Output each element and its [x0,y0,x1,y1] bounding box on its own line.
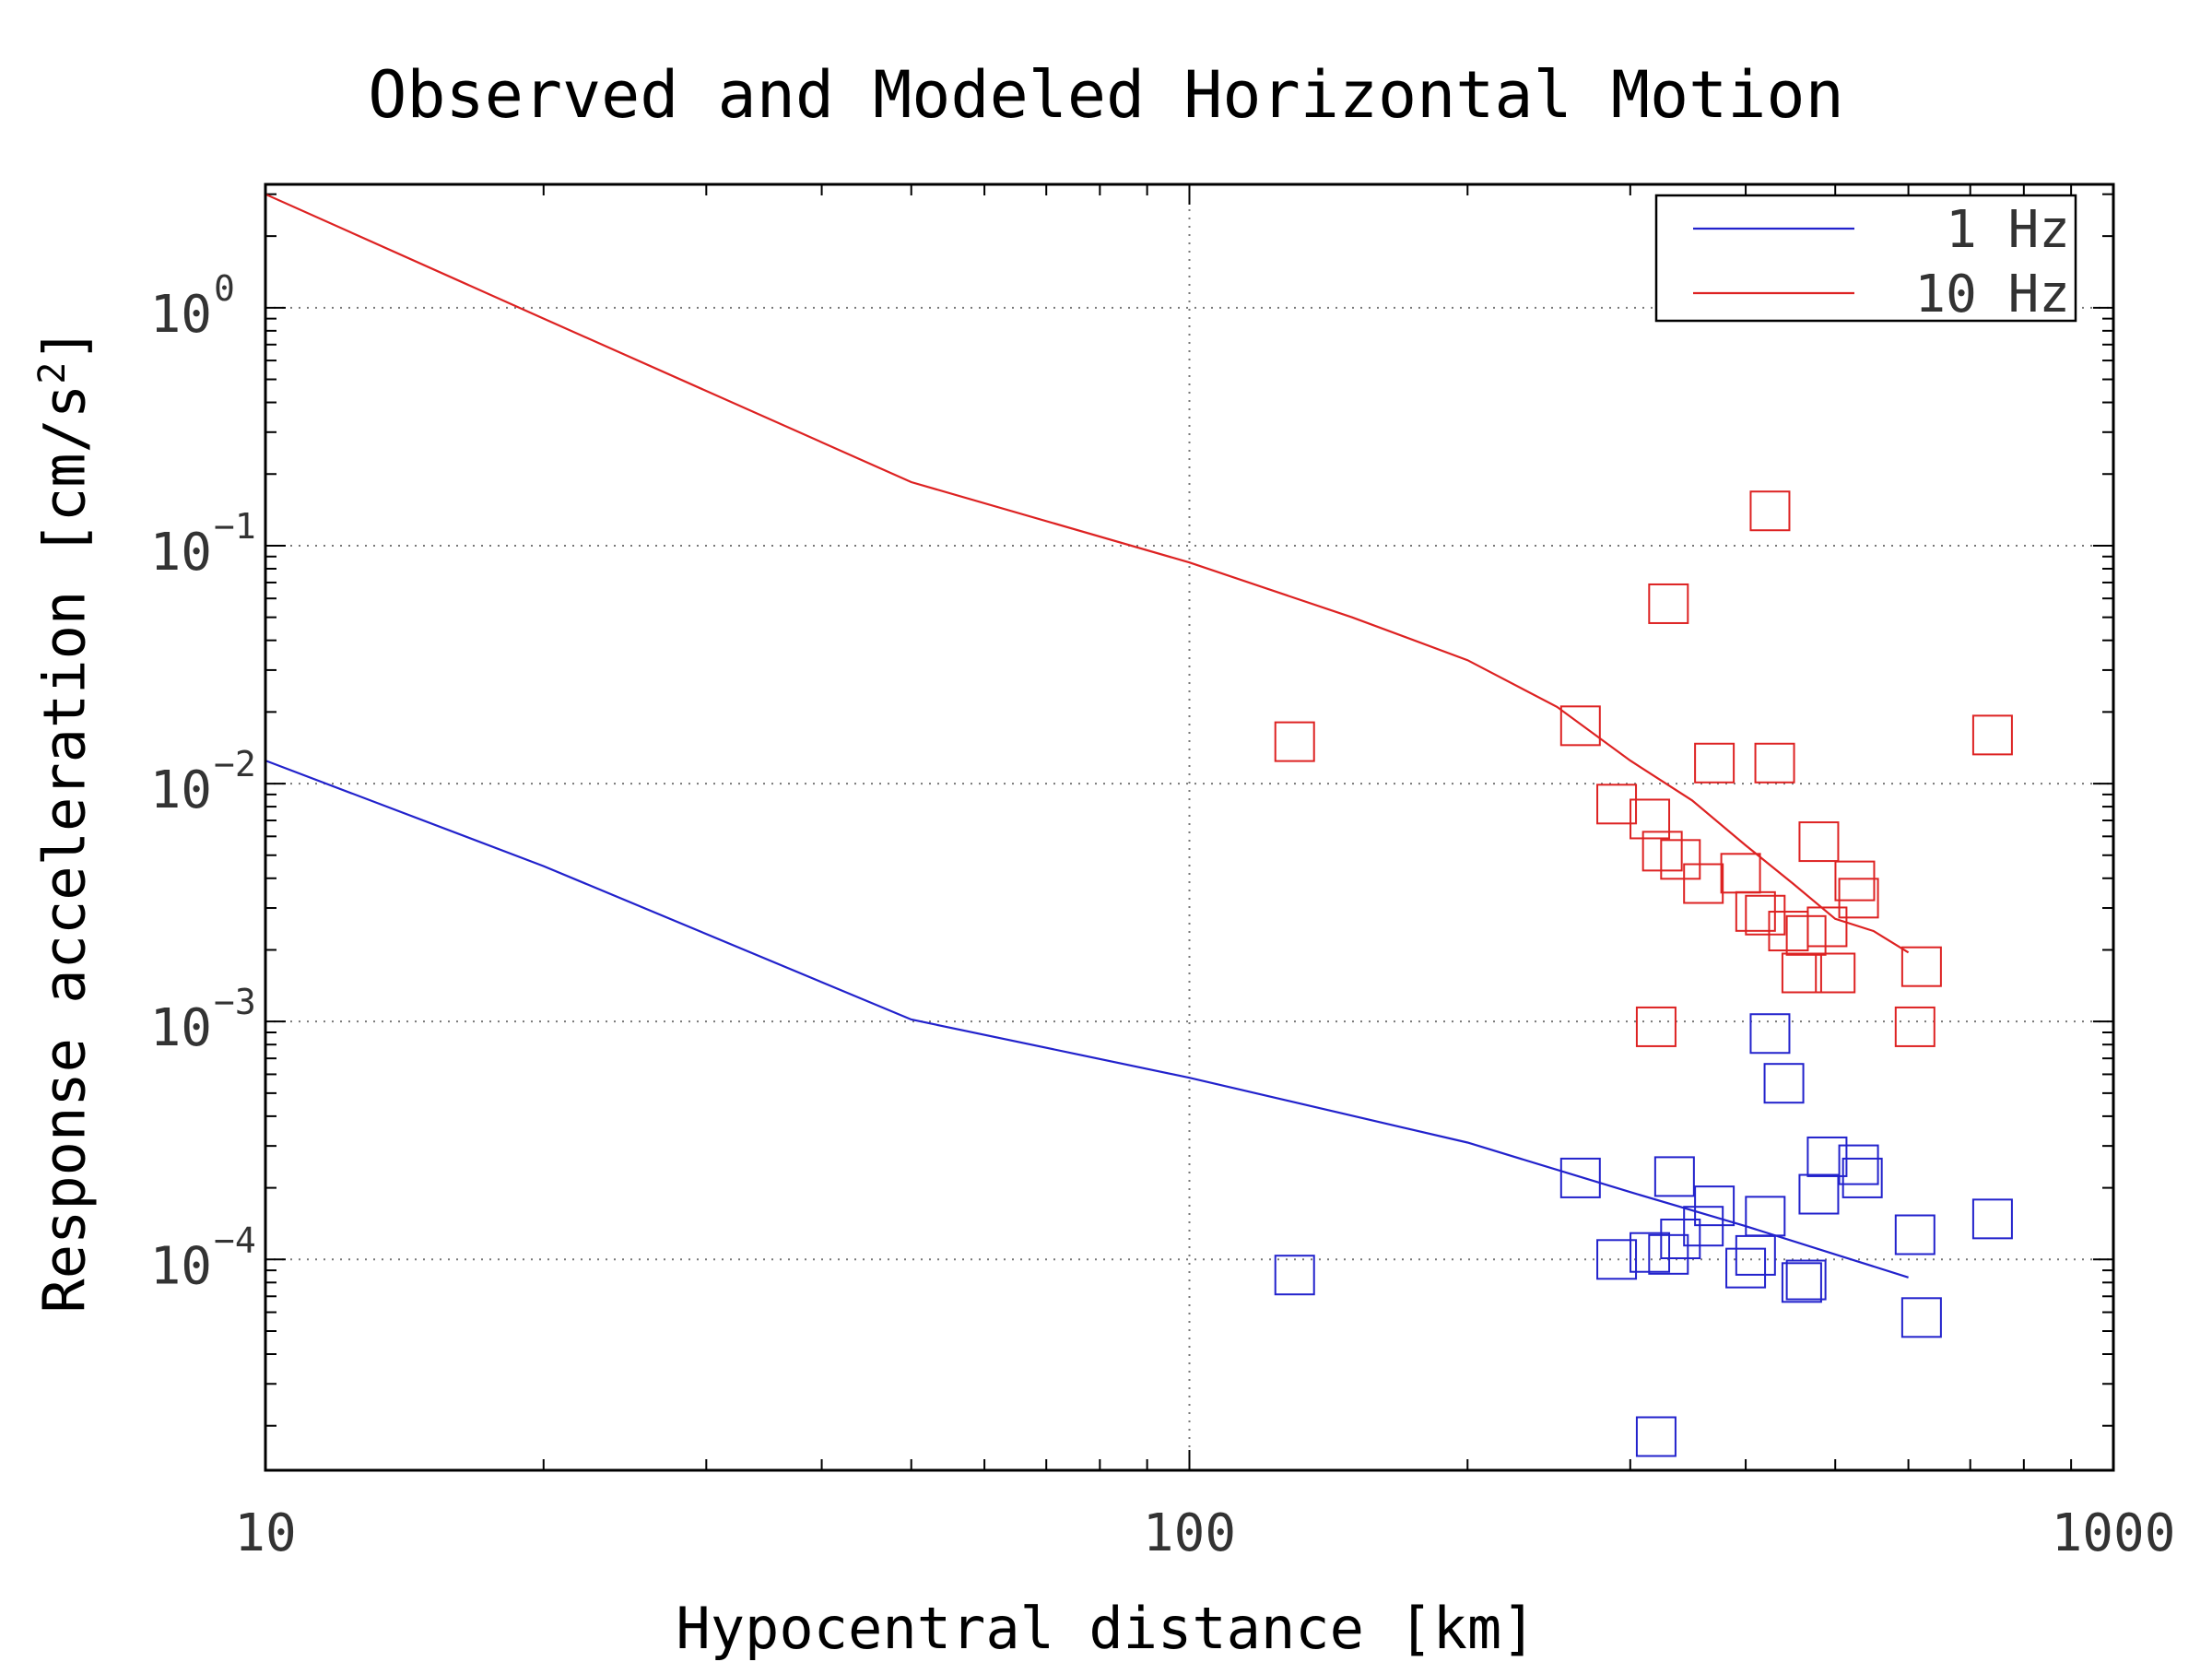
x-tick-label: 10 [234,1503,296,1563]
data-point [1894,1006,1936,1047]
data-point [1894,1214,1936,1255]
data-point [1648,1233,1689,1275]
legend-box [1654,194,2077,323]
data-point [1781,1262,1822,1303]
series-line [265,760,1909,1279]
y-tick-exponent: 0 [214,268,235,309]
legend-label: 10 Hz [1914,265,2070,324]
data-point [1798,1173,1840,1215]
x-tick-label: 100 [1143,1503,1236,1563]
y-tick-label: 10 [150,523,212,583]
data-point [1596,784,1638,825]
data-point [1559,705,1601,747]
data-point [1635,1006,1677,1047]
chart-title: Observed and Modeled Horizontal Motion [368,57,1844,133]
data-point [1763,1063,1805,1104]
y-tick-exponent: −1 [214,506,256,547]
data-point [1785,1259,1827,1301]
data-point [1630,798,1671,840]
data-point [1838,1144,1879,1185]
data-point [1641,831,1683,872]
data-point [1798,821,1840,863]
data-point [1900,946,1942,987]
y-tick-label: 10 [150,760,212,820]
data-point [1694,742,1735,784]
series-line [265,193,1910,954]
data-point [1274,721,1315,762]
y-tick-exponent: −2 [214,744,256,784]
data-point [1648,583,1689,624]
data-point [1834,860,1876,902]
x-tick-label: 1000 [2052,1503,2176,1563]
data-point [1749,490,1791,532]
y-tick-label: 10 [150,998,212,1058]
data-point [1900,1297,1942,1338]
data-point [1274,1255,1315,1296]
data-point [1806,906,1848,948]
data-point [1735,1234,1776,1276]
y-tick-label: 10 [150,285,212,345]
data-point [1745,1196,1786,1237]
y-tick-exponent: −3 [214,982,256,1022]
x-axis-label: Hypocentral distance [km] [676,1595,1536,1662]
data-point [1971,1198,2013,1240]
y-tick-label: 10 [150,1236,212,1296]
axes-frame [264,183,2115,1472]
data-point [1725,1247,1767,1289]
data-point [1745,894,1786,936]
data-point [1785,914,1827,956]
data-point [1653,1156,1695,1197]
y-tick-exponent: −4 [214,1220,256,1260]
data-point [1838,878,1879,919]
data-point [1754,742,1795,784]
legend-label: 1 Hz [1946,200,2070,260]
data-point [1720,853,1761,894]
data-point [1806,1136,1848,1177]
data-point [1683,1206,1724,1247]
data-point [1815,952,1856,994]
data-point [1694,1185,1735,1227]
data-point [1781,952,1822,994]
data-point [1971,714,2013,756]
data-point [1596,1239,1638,1280]
data-point [1749,1013,1791,1055]
data-point [1683,863,1724,904]
data-point [1660,1219,1701,1260]
data-point [1841,1157,1883,1198]
data-point [1559,1157,1601,1198]
data-point [1660,839,1701,880]
data-point [1635,1416,1677,1457]
